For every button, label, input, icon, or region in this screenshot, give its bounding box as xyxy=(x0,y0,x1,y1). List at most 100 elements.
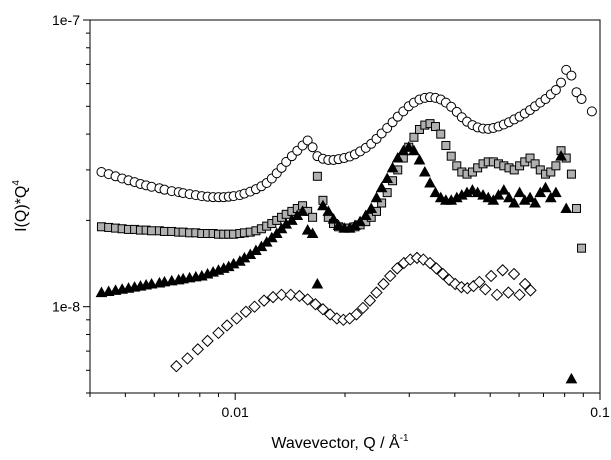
y-axis-title-superscript: 4 xyxy=(11,180,22,186)
gray-square-point xyxy=(452,161,462,171)
open-diamond-point xyxy=(496,264,509,277)
black-triangle-point xyxy=(145,277,158,289)
black-triangle-point xyxy=(296,205,309,216)
gray-square-point xyxy=(525,153,535,163)
black-triangle-point xyxy=(418,165,431,177)
open-diamond-point xyxy=(390,262,404,275)
open-diamond-point xyxy=(181,352,194,365)
open-diamond-point xyxy=(507,267,521,281)
open-circle-point xyxy=(586,106,597,117)
open-circle-point xyxy=(550,84,561,95)
data-marks xyxy=(95,64,597,384)
black-triangle-point xyxy=(544,191,557,203)
black-triangle-point xyxy=(365,202,378,214)
black-triangle-point xyxy=(391,152,404,163)
open-diamond-point xyxy=(383,269,397,283)
gray-square-point xyxy=(308,212,318,222)
open-diamond-point xyxy=(436,267,450,281)
gray-square-point xyxy=(530,159,540,169)
open-diamond-point xyxy=(212,326,225,340)
black-triangle-point xyxy=(560,202,573,214)
y-axis-title: I(Q)*Q4 xyxy=(11,180,30,232)
x-tick-label: 0.1 xyxy=(590,404,610,420)
open-diamond-point xyxy=(301,293,314,306)
black-triangle-point xyxy=(487,194,500,205)
black-triangle-point xyxy=(550,186,562,198)
black-triangle-point xyxy=(381,172,394,183)
open-diamond-point xyxy=(191,343,205,356)
open-diamond-point xyxy=(423,256,437,270)
gray-square-point xyxy=(430,122,440,132)
black-triangle-point xyxy=(508,196,521,208)
x-axis-title: Wavevector, Q / Å-1 xyxy=(271,433,409,452)
open-diamond-point xyxy=(316,303,330,316)
open-diamond-point xyxy=(170,360,183,373)
open-diamond-point xyxy=(257,294,271,307)
black-triangle-point xyxy=(402,141,415,152)
black-triangle-point xyxy=(429,186,442,198)
y-axis-title-text: I(Q)*Q xyxy=(13,186,30,232)
black-triangle-point xyxy=(359,209,372,221)
black-triangle-point xyxy=(529,196,541,208)
y-tick-label: 1e-7 xyxy=(52,12,80,28)
open-diamond-point xyxy=(275,288,288,302)
gray-square-point xyxy=(409,132,419,142)
x-axis-title-text: Wavevector, Q / Å xyxy=(271,433,400,452)
black-triangle-point xyxy=(513,186,526,198)
open-circle-point xyxy=(571,87,582,98)
open-diamond-point xyxy=(350,308,363,321)
gray-square-point xyxy=(577,243,587,253)
open-circle-point xyxy=(302,135,313,146)
black-triangle-point xyxy=(322,205,335,216)
x-axis-title-superscript: -1 xyxy=(400,433,409,444)
gray-square-point xyxy=(382,188,392,198)
black-triangle-point xyxy=(354,215,366,227)
open-diamond-point xyxy=(473,275,486,289)
open-diamond-point xyxy=(293,289,306,303)
open-diamond-point xyxy=(370,286,383,299)
open-diamond-point xyxy=(201,334,214,348)
x-tick-label: 0.01 xyxy=(222,404,249,420)
open-diamond-point xyxy=(284,288,297,302)
series-open-circle xyxy=(96,64,597,203)
open-circle-point xyxy=(566,70,577,81)
gray-square-point xyxy=(147,226,157,236)
open-diamond-point xyxy=(230,312,243,325)
open-circle-point xyxy=(307,142,318,153)
black-triangle-point xyxy=(301,224,314,235)
open-diamond-point xyxy=(220,319,234,332)
series-black-triangle xyxy=(95,141,578,384)
open-diamond-point xyxy=(363,294,377,307)
gray-square-point xyxy=(551,161,561,171)
open-diamond-point xyxy=(484,269,498,283)
black-triangle-point xyxy=(375,181,388,193)
gray-square-point xyxy=(566,169,576,179)
open-diamond-point xyxy=(479,283,492,296)
open-diamond-point xyxy=(356,301,370,315)
black-triangle-point xyxy=(555,150,567,161)
black-triangle-point xyxy=(424,176,436,188)
open-diamond-point xyxy=(248,300,261,313)
black-triangle-point xyxy=(317,199,329,211)
axis-tick-labels: 0.01 0.1 1e-8 1e-7 xyxy=(52,12,610,420)
gray-square-point xyxy=(446,151,456,161)
open-diamond-point xyxy=(309,298,322,311)
black-triangle-point xyxy=(565,372,578,384)
gray-square-point xyxy=(312,171,322,181)
open-diamond-point xyxy=(239,305,253,318)
black-triangle-point xyxy=(306,227,319,239)
gray-square-point xyxy=(441,140,451,150)
black-triangle-point xyxy=(413,153,426,165)
open-diamond-point xyxy=(377,277,390,291)
black-triangle-point xyxy=(503,191,515,203)
black-triangle-point xyxy=(539,181,552,193)
black-triangle-point xyxy=(370,191,383,203)
open-diamond-point xyxy=(490,288,504,302)
gray-square-point xyxy=(571,204,581,214)
black-triangle-point xyxy=(497,184,510,195)
y-tick-label: 1e-8 xyxy=(52,299,80,315)
black-triangle-point xyxy=(327,213,340,224)
open-circle-point xyxy=(556,77,567,88)
open-diamond-point xyxy=(430,262,443,275)
